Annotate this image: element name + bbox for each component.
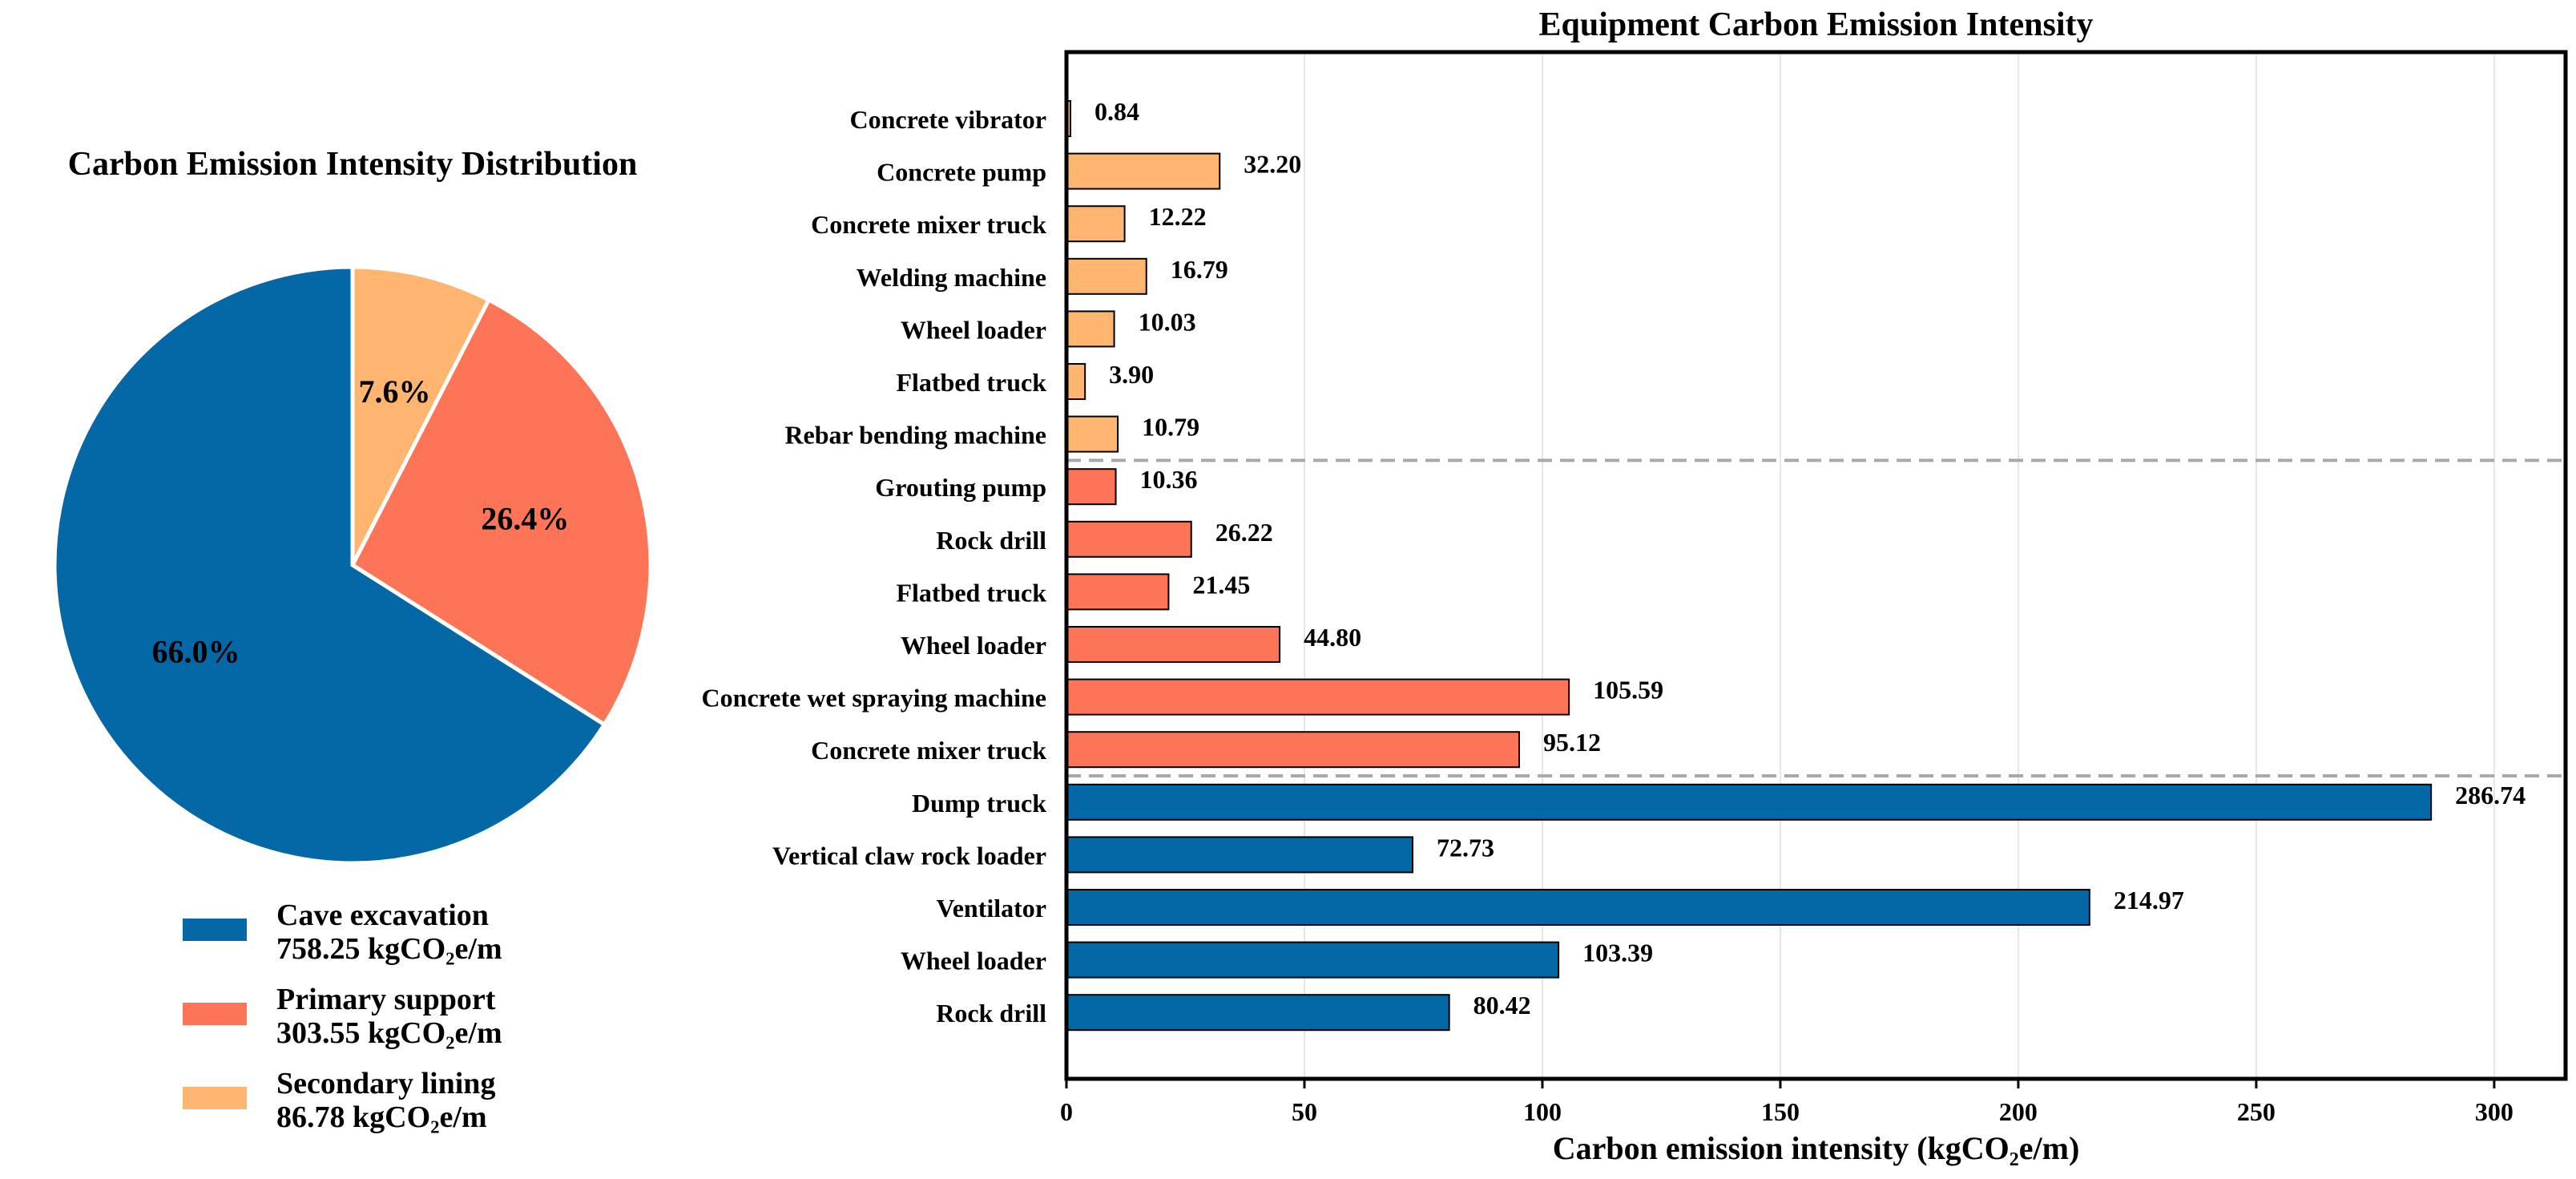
bar-value-label: 16.79	[1171, 255, 1228, 284]
bar	[1066, 836, 1413, 874]
bar-value-label: 44.80	[1304, 623, 1361, 652]
x-tick-label: 200	[1999, 1097, 2038, 1126]
pie-slice-cave_excavation	[52, 264, 607, 866]
bar-value-label: 80.42	[1473, 991, 1531, 1020]
bar	[1066, 678, 1570, 716]
x-tick-label: 50	[1292, 1097, 1317, 1126]
bar-title: Equipment Carbon Emission Intensity	[1539, 6, 2094, 43]
bar-category-label: Rock drill	[936, 526, 1046, 555]
legend-swatch-primary_support	[183, 1003, 247, 1025]
bar-value-label: 0.84	[1094, 97, 1139, 126]
legend-swatch-cave_excavation	[183, 919, 247, 941]
plot-frame	[1064, 50, 2568, 1081]
x-tick-label: 0	[1060, 1097, 1073, 1126]
bar-value-label: 103.39	[1582, 939, 1653, 967]
bar	[1066, 415, 1119, 453]
bar	[1066, 152, 1221, 190]
bar-category-label: Ventilator	[937, 894, 1046, 923]
bar	[1066, 626, 1281, 663]
bar-value-label: 286.74	[2455, 781, 2526, 810]
bar	[1066, 941, 1560, 979]
bar-category-label: Concrete vibrator	[849, 105, 1046, 134]
bar-category-label: Dump truck	[912, 789, 1046, 818]
pie-percent-label: 7.6%	[358, 373, 430, 410]
x-tick-label: 250	[2237, 1097, 2276, 1126]
bar-category-label: Concrete mixer truck	[811, 736, 1046, 765]
x-tick-label: 100	[1523, 1097, 1562, 1126]
x-tick-label: 150	[1761, 1097, 1800, 1126]
bar-value-label: 3.90	[1109, 360, 1154, 389]
bar-category-label: Flatbed truck	[896, 368, 1046, 397]
bar-value-label: 105.59	[1593, 676, 1663, 705]
legend-label: Secondary lining	[276, 1067, 495, 1100]
bar-value-label: 10.03	[1139, 307, 1196, 336]
bar-value-label: 10.36	[1140, 465, 1198, 494]
bar	[1066, 520, 1192, 558]
bar	[1066, 994, 1450, 1032]
pie-chart: Carbon Emission Intensity Distribution 66…	[52, 146, 653, 1134]
bar-chart: Equipment Carbon Emission Intensity 0.84 C…	[702, 6, 2568, 1166]
bar-value-label: 26.22	[1215, 518, 1273, 547]
bar	[1066, 310, 1115, 348]
bar-category-label: Flatbed truck	[896, 578, 1046, 607]
bar-category-label: Wheel loader	[901, 631, 1046, 660]
bar	[1066, 783, 2433, 821]
bar-category-label: Rebar bending machine	[784, 421, 1046, 450]
x-axis-label: Carbon emission intensity (kgCO₂e/m)	[1553, 1130, 2080, 1166]
bar	[1066, 731, 1520, 769]
bar-value-label: 95.12	[1543, 728, 1601, 757]
pie-slice-secondary_lining	[350, 264, 492, 567]
bar-value-label: 21.45	[1192, 570, 1250, 599]
bar-category-label: Concrete pump	[877, 158, 1046, 187]
bar-value-label: 12.22	[1149, 202, 1207, 231]
bar	[1066, 468, 1117, 506]
bar-category-label: Grouting pump	[875, 473, 1046, 502]
bar-value-label: 72.73	[1437, 833, 1494, 862]
bar-category-label: Vertical claw rock loader	[772, 841, 1046, 870]
bar	[1066, 205, 1126, 243]
pie-title: Carbon Emission Intensity Distribution	[68, 146, 638, 183]
bar-category-label: Rock drill	[936, 999, 1046, 1028]
bar-category-label: Concrete wet spraying machine	[702, 684, 1046, 713]
legend-value: 303.55 kgCO₂e/m	[276, 1016, 502, 1050]
bar	[1066, 889, 2090, 926]
bar	[1066, 257, 1147, 295]
bar-value-label: 32.20	[1244, 150, 1301, 179]
bar-category-label: Concrete mixer truck	[811, 210, 1046, 239]
bar-category-label: Wheel loader	[901, 947, 1046, 975]
bar-category-label: Wheel loader	[901, 315, 1046, 344]
legend-swatch-secondary_lining	[183, 1087, 247, 1109]
legend-value: 86.78 kgCO₂e/m	[276, 1100, 487, 1134]
legend-label: Primary support	[276, 983, 496, 1016]
bar-category-label: Welding machine	[857, 263, 1046, 292]
legend-value: 758.25 kgCO₂e/m	[276, 932, 502, 966]
pie-percent-label: 66.0%	[151, 634, 240, 670]
bar	[1066, 363, 1086, 400]
bar-value-label: 10.79	[1142, 413, 1199, 442]
x-tick-label: 300	[2475, 1097, 2514, 1126]
legend-label: Cave excavation	[276, 898, 489, 932]
pie-percent-label: 26.4%	[481, 500, 569, 536]
bar	[1066, 573, 1170, 611]
bar-value-label: 214.97	[2114, 886, 2184, 915]
pie-slice-primary_support	[349, 297, 653, 728]
